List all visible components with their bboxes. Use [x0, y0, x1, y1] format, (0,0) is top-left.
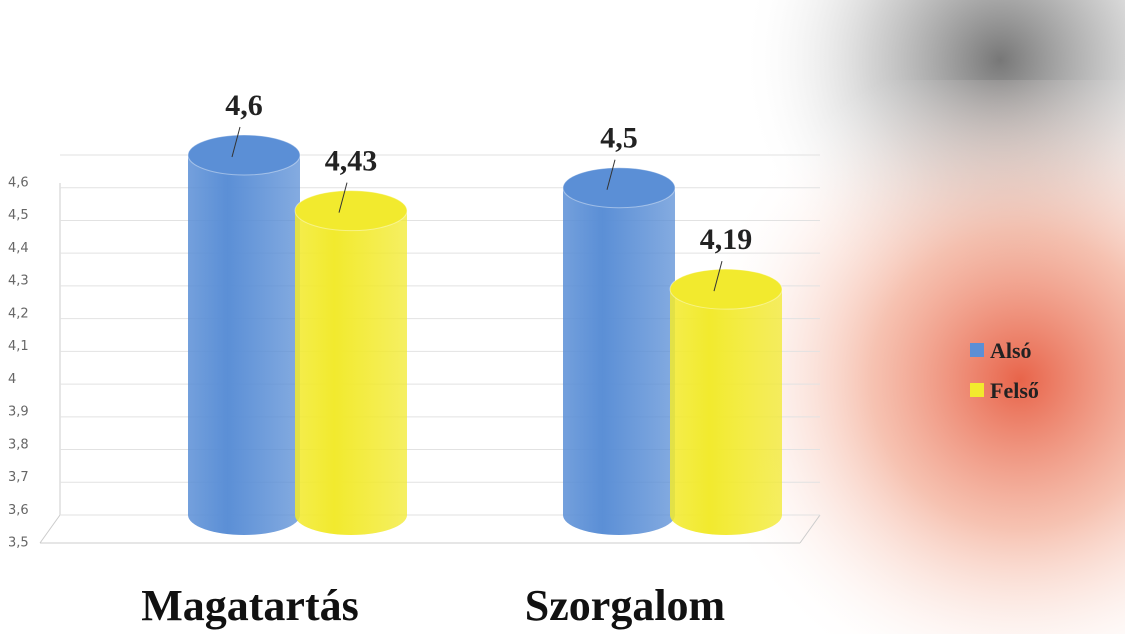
floor-side: [799, 514, 821, 544]
bar-top: [669, 268, 783, 310]
y-tick-label: 4,2: [8, 306, 29, 321]
y-tick-label: 4,4: [8, 241, 29, 256]
legend-label: Alsó: [990, 338, 1032, 363]
value-label: 4,6: [225, 89, 263, 122]
bar-top: [187, 134, 301, 176]
bar: [670, 289, 782, 535]
bar-top: [562, 167, 676, 209]
y-tick-label: 4,1: [8, 339, 29, 354]
label-leader: [338, 182, 348, 213]
bar: [563, 187, 675, 535]
bar: [295, 210, 407, 536]
y-tick-label: 3,6: [8, 503, 29, 518]
y-tick-label: 4,3: [8, 274, 29, 289]
value-label: 4,5: [600, 122, 638, 155]
label-leader: [713, 261, 723, 292]
x-tick-label: Szorgalom: [525, 581, 725, 630]
y-tick-label: 3,5: [8, 536, 29, 551]
y-tick-label: 4: [8, 372, 16, 387]
y-tick-label: 4,6: [8, 176, 29, 191]
label-leader: [606, 159, 616, 190]
y-tick-label: 4,5: [8, 208, 29, 223]
bar: [188, 155, 300, 535]
legend-swatch: [970, 343, 984, 357]
label-leader: [231, 126, 241, 158]
y-tick-label: 3,8: [8, 437, 29, 452]
legend-label: Felső: [990, 378, 1039, 403]
y-tick-label: 3,9: [8, 405, 29, 420]
bar-top: [294, 190, 408, 232]
x-tick-label: Magatartás: [141, 581, 359, 630]
value-label: 4,43: [325, 145, 378, 178]
legend-swatch: [970, 383, 984, 397]
value-label: 4,19: [700, 223, 753, 256]
y-tick-label: 3,7: [8, 470, 29, 485]
